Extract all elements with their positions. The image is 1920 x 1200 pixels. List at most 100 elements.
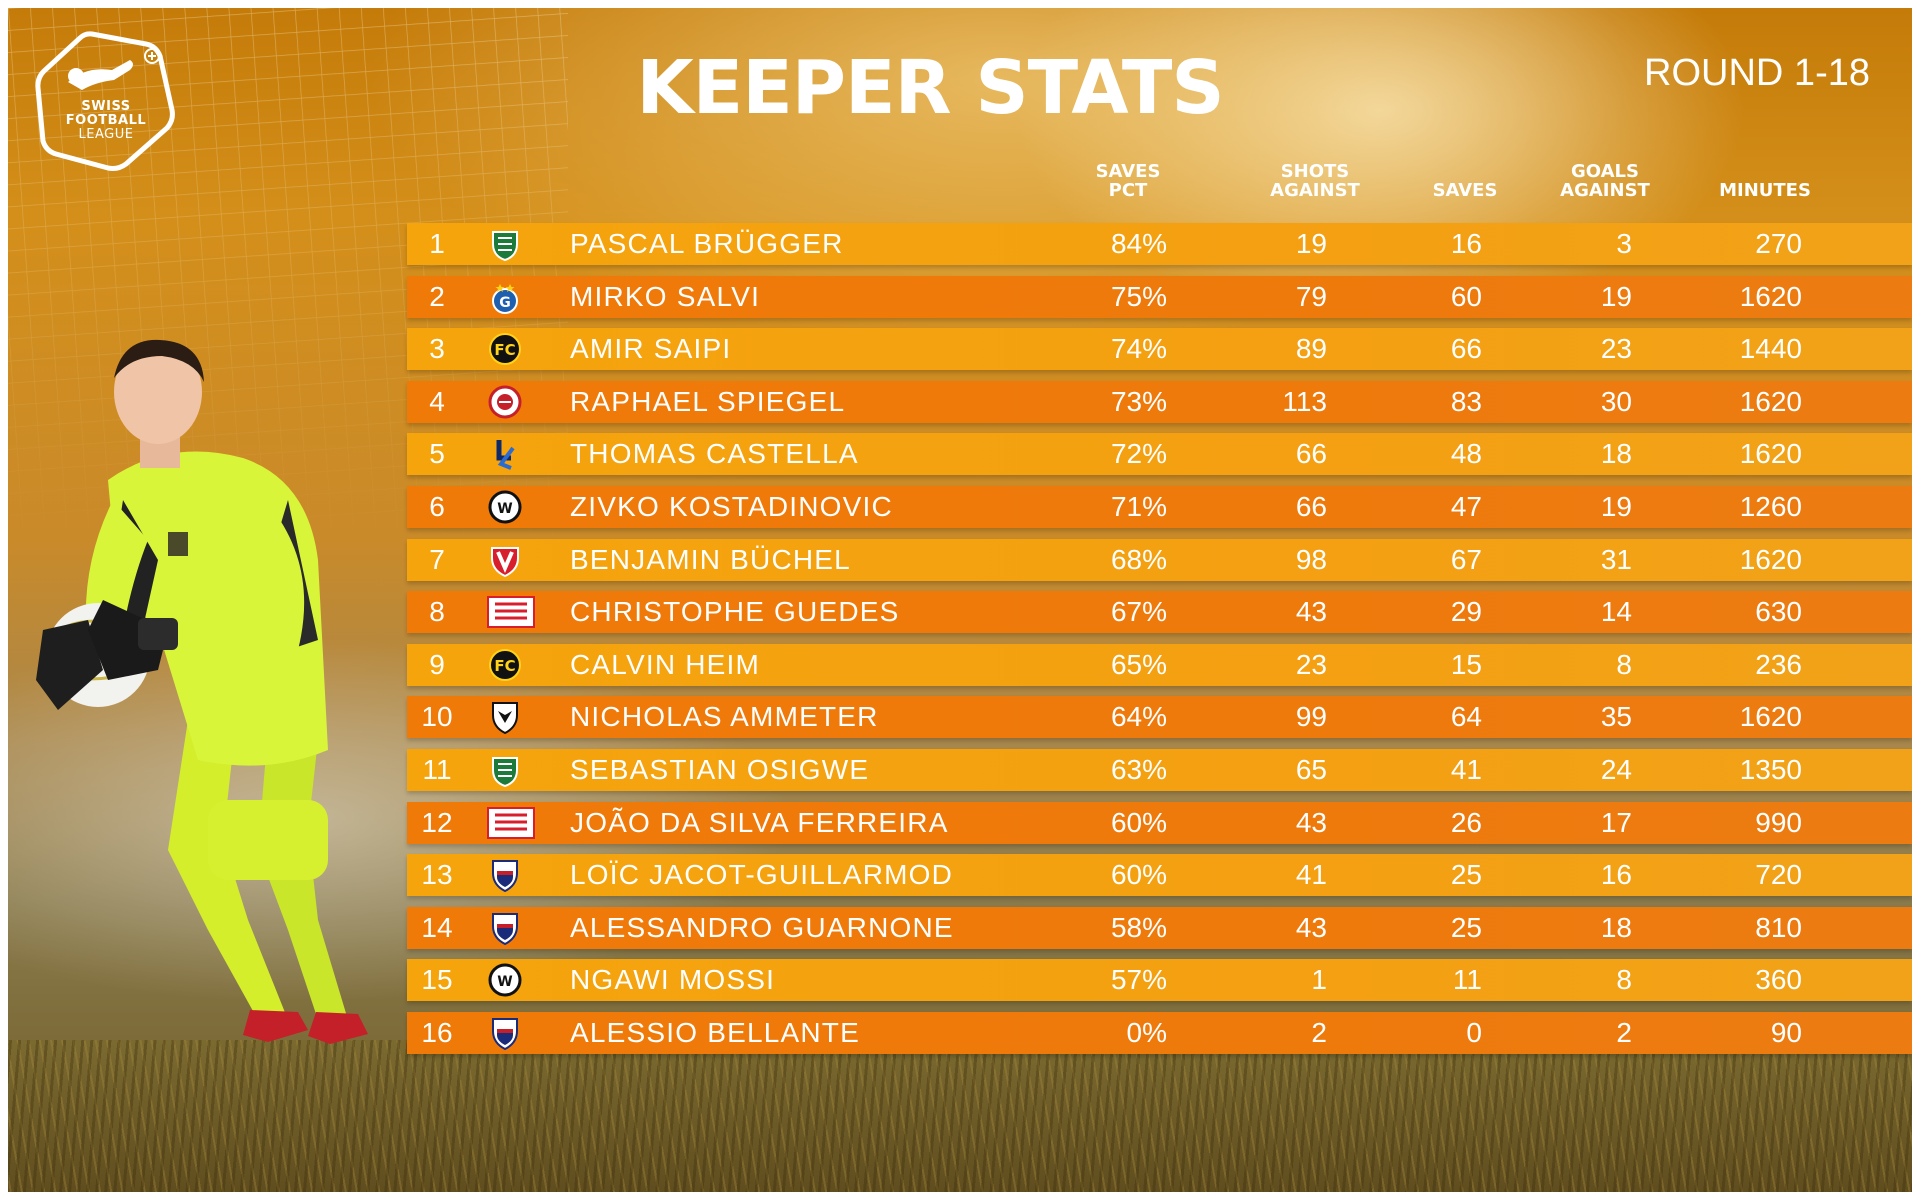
minutes-cell: 630 [1755, 596, 1802, 628]
svg-text:G: G [499, 295, 511, 311]
saves-cell: 47 [1450, 490, 1482, 522]
saves-pct-cell: 74% [1110, 333, 1167, 365]
goals-against-cell: 8 [1616, 964, 1632, 996]
player-name: ALESSIO BELLANTE [570, 1016, 860, 1048]
goals-against-cell: 19 [1600, 280, 1632, 312]
shots-against-cell: 65 [1295, 753, 1327, 785]
goals-against-cell: 30 [1600, 385, 1632, 417]
minutes-cell: 270 [1755, 228, 1802, 259]
schaffhausen-crest: FC [487, 647, 523, 683]
saves-pct-cell: 67% [1110, 596, 1167, 628]
shots-against-cell: 43 [1295, 806, 1327, 838]
header-goals-against-line-2: AGAINST [1560, 180, 1650, 201]
rank-cell: 10 [421, 701, 453, 733]
saves-cell: 15 [1450, 648, 1482, 680]
minutes-cell: 990 [1755, 806, 1802, 838]
player-name: BENJAMIN BÜCHEL [570, 543, 851, 575]
st-gallen-crest [487, 752, 523, 788]
wil-crest: W [487, 489, 523, 525]
logo-line-2: FOOTBALL [65, 113, 147, 128]
goals-against-cell: 17 [1600, 806, 1632, 838]
minutes-cell: 720 [1755, 859, 1802, 891]
rank-cell: 14 [421, 911, 453, 943]
shots-against-cell: 19 [1295, 228, 1327, 259]
goals-against-cell: 31 [1600, 543, 1632, 575]
logo-line-1: SWISS [81, 99, 131, 114]
shots-against-cell: 43 [1295, 596, 1327, 628]
saves-pct-cell: 64% [1110, 701, 1167, 733]
table-row: 10 NICHOLAS AMMETER 64% 99 64 35 1620 [407, 696, 1912, 739]
wil-crest: W [487, 962, 523, 998]
minutes-cell: 810 [1755, 911, 1802, 943]
svg-text:FC: FC [494, 341, 515, 359]
xamax-crest [487, 594, 535, 630]
swiss-football-league-logo: SWISS FOOTBALL LEAGUE [34, 30, 178, 172]
table-row: 16 ALESSIO BELLANTE 0% 2 0 2 90 [407, 1011, 1912, 1054]
saves-pct-cell: 0% [1126, 1016, 1167, 1048]
chiasso-crest [487, 857, 523, 893]
player-name: THOMAS CASTELLA [570, 438, 859, 470]
saves-pct-cell: 73% [1110, 385, 1167, 417]
minutes-cell: 90 [1770, 1016, 1802, 1048]
saves-pct-cell: 60% [1110, 859, 1167, 891]
player-name: CHRISTOPHE GUEDES [570, 596, 900, 628]
player-name: JOÃO DA SILVA FERREIRA [570, 806, 949, 838]
chiasso-crest [487, 1015, 523, 1051]
header-minutes-label: MINUTES [1719, 180, 1811, 201]
page-title: KEEPER STATS [636, 45, 1224, 131]
rank-cell: 1 [429, 228, 445, 259]
goals-against-cell: 24 [1600, 753, 1632, 785]
goals-against-cell: 14 [1600, 596, 1632, 628]
header-saves-pct: SAVES PCT [1070, 162, 1186, 200]
header-shots-against: SHOTS AGAINST [1245, 162, 1385, 200]
saves-cell: 11 [1452, 964, 1482, 996]
header-saves-pct-line-2: PCT [1108, 180, 1148, 201]
minutes-cell: 1620 [1739, 438, 1802, 470]
grass-field [0, 1040, 1920, 1200]
table-row: 11 SEBASTIAN OSIGWE 63% 65 41 24 1350 [407, 748, 1912, 791]
saves-pct-cell: 65% [1110, 648, 1167, 680]
minutes-cell: 1350 [1739, 753, 1802, 785]
minutes-cell: 1620 [1739, 385, 1802, 417]
saves-cell: 25 [1450, 911, 1482, 943]
rank-cell: 2 [429, 280, 445, 312]
goals-against-cell: 3 [1616, 228, 1632, 259]
shots-against-cell: 89 [1295, 333, 1327, 365]
xamax-crest [487, 805, 535, 841]
goals-against-cell: 18 [1600, 911, 1632, 943]
shots-against-cell: 41 [1295, 859, 1327, 891]
minutes-cell: 1440 [1739, 333, 1802, 365]
rank-cell: 7 [429, 543, 445, 575]
keeper-stats-table: 1 PASCAL BRÜGGER 84% 19 16 3 270 G 2 MIRKO SALVI 7… [407, 223, 1912, 1065]
table-row: 8 CHRISTOPHE GUEDES 67% 43 29 14 630 [407, 591, 1912, 634]
player-name: ALESSANDRO GUARNONE [570, 911, 954, 943]
header-shots-against-line-2: AGAINST [1270, 180, 1360, 201]
saves-cell: 64 [1450, 701, 1482, 733]
rank-cell: 3 [429, 333, 445, 365]
table-row: G 2 MIRKO SALVI 75% 79 60 19 1620 [407, 275, 1912, 318]
grasshoppers-crest: G [487, 279, 523, 315]
minutes-cell: 1620 [1739, 701, 1802, 733]
header-saves: SAVES [1415, 181, 1515, 200]
saves-pct-cell: 68% [1110, 543, 1167, 575]
saves-cell: 16 [1450, 228, 1482, 259]
saves-pct-cell: 60% [1110, 806, 1167, 838]
minutes-cell: 236 [1755, 648, 1802, 680]
table-row: 5 THOMAS CASTELLA 72% 66 48 18 1620 [407, 433, 1912, 476]
header-minutes: MINUTES [1700, 181, 1830, 200]
saves-cell: 66 [1450, 333, 1482, 365]
table-row: 1 PASCAL BRÜGGER 84% 19 16 3 270 [407, 223, 1912, 265]
rank-cell: 6 [429, 490, 445, 522]
round-label: ROUND 1-18 [1644, 52, 1870, 94]
lausanne-crest [487, 436, 523, 472]
saves-cell: 60 [1450, 280, 1482, 312]
winterthur-crest [487, 384, 523, 420]
saves-cell: 29 [1450, 596, 1482, 628]
goals-against-cell: 2 [1616, 1016, 1632, 1048]
saves-pct-cell: 58% [1110, 911, 1167, 943]
saves-cell: 83 [1450, 385, 1482, 417]
table-row: W 6 ZIVKO KOSTADINOVIC 71% 66 47 19 1260 [407, 485, 1912, 528]
st-gallen-crest [487, 226, 523, 262]
rank-cell: 16 [421, 1016, 453, 1048]
